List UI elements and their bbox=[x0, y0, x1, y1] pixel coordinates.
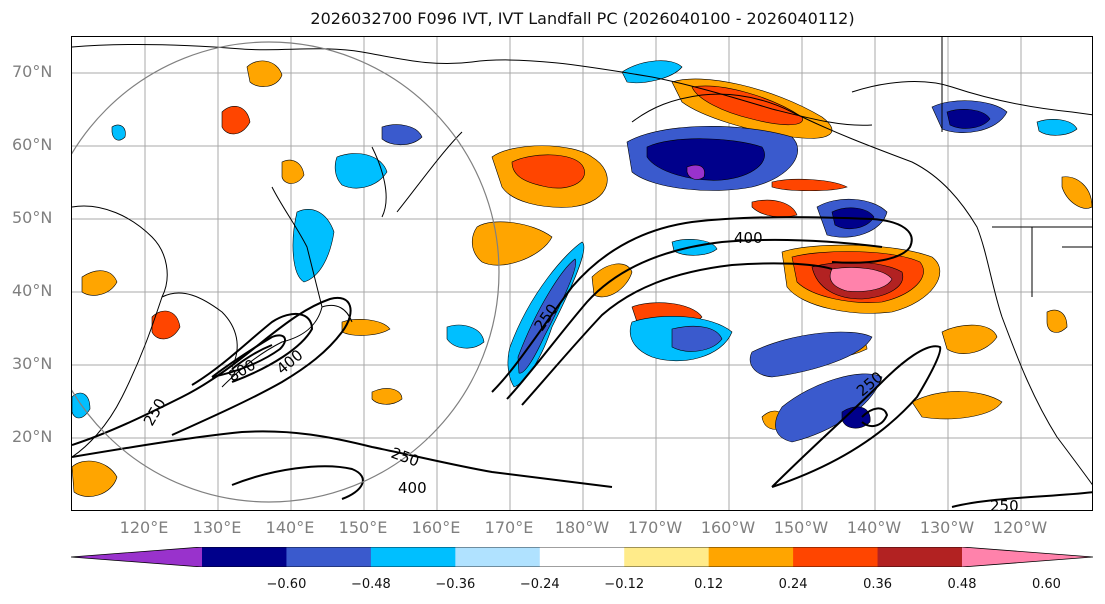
colorbar-extend-high bbox=[962, 547, 1093, 567]
colorbar-cell bbox=[202, 547, 287, 567]
lon-label: 160°E bbox=[411, 518, 461, 537]
lon-label: 160°W bbox=[700, 518, 756, 537]
negative-pc-field bbox=[72, 60, 1078, 443]
lon-label: 150°W bbox=[773, 518, 829, 537]
colorbar-cell bbox=[286, 547, 372, 567]
colorbar-tick-label: −0.12 bbox=[604, 577, 645, 592]
lon-label: 140°W bbox=[846, 518, 902, 537]
colorbar-tick-label: 0.60 bbox=[1031, 577, 1061, 592]
colorbar-cell bbox=[539, 547, 625, 567]
lon-label: 170°W bbox=[627, 518, 683, 537]
coastlines bbox=[72, 37, 1092, 486]
lon-label: 130°E bbox=[192, 518, 242, 537]
colorbar-tick-label: −0.24 bbox=[519, 577, 560, 592]
colorbar-cell bbox=[877, 547, 963, 567]
colorbar-cell bbox=[370, 547, 456, 567]
colorbar-extend-low bbox=[71, 547, 202, 567]
colorbar-cell bbox=[455, 547, 541, 567]
colorbar-tick-label: −0.48 bbox=[350, 577, 391, 592]
lon-label: 120°W bbox=[992, 518, 1048, 537]
colorbar-tick-label: 0.24 bbox=[778, 577, 808, 592]
colorbar-tick-label: −0.36 bbox=[435, 577, 476, 592]
lon-label: 130°W bbox=[919, 518, 975, 537]
range-circle bbox=[72, 41, 500, 503]
lon-label: 170°E bbox=[484, 518, 534, 537]
colorbar-tick-label: −0.60 bbox=[266, 577, 307, 592]
lon-label: 180°W bbox=[554, 518, 610, 537]
colorbar-tick-label: 0.48 bbox=[947, 577, 977, 592]
lon-label: 150°E bbox=[338, 518, 388, 537]
lat-label-70n: 70°N bbox=[12, 62, 53, 81]
map-title: 2026032700 F096 IVT, IVT Landfall PC (20… bbox=[310, 9, 855, 28]
contour-label: 400 bbox=[734, 229, 763, 247]
colorbar-tick-label: 0.12 bbox=[694, 577, 724, 592]
lon-label: 140°E bbox=[265, 518, 315, 537]
colorbar-cell bbox=[624, 547, 710, 567]
ivt-contours bbox=[72, 216, 1092, 508]
lat-label-20n: 20°N bbox=[12, 427, 53, 446]
lat-label-30n: 30°N bbox=[12, 354, 53, 373]
map-canvas: 400 250 800 400 250 400 250 250 250 bbox=[72, 37, 1092, 511]
contour-label: 250 bbox=[990, 497, 1019, 511]
contour-label: 250 bbox=[140, 395, 170, 429]
lon-label: 120°E bbox=[119, 518, 169, 537]
colorbar bbox=[71, 547, 1093, 567]
colorbar-cell bbox=[793, 547, 879, 567]
lat-label-60n: 60°N bbox=[12, 135, 53, 154]
colorbar-cell bbox=[708, 547, 794, 567]
lat-label-50n: 50°N bbox=[12, 208, 53, 227]
lat-label-40n: 40°N bbox=[12, 281, 53, 300]
map-panel: 400 250 800 400 250 400 250 250 250 bbox=[71, 36, 1093, 511]
positive-pc-field bbox=[72, 60, 1092, 497]
contour-label: 400 bbox=[398, 479, 427, 497]
colorbar-tick-label: 0.36 bbox=[863, 577, 893, 592]
